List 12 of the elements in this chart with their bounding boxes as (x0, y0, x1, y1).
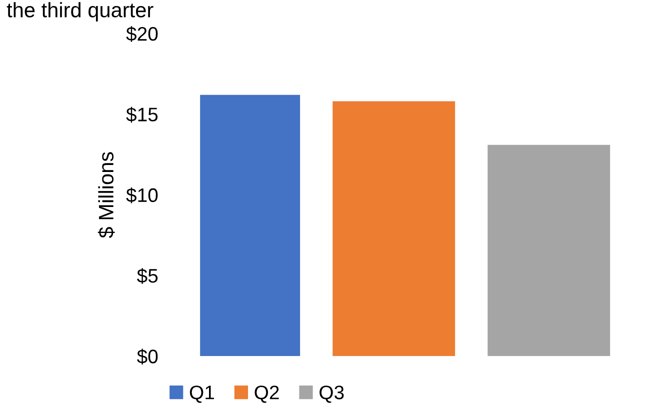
y-tick-label: $10 (126, 187, 158, 204)
bar (488, 144, 610, 356)
chart-title: the third quarter (6, 2, 154, 22)
bar (332, 101, 456, 356)
y-tick-label: $0 (136, 348, 158, 365)
y-tick-label: $15 (126, 106, 158, 123)
legend-label: Q2 (254, 386, 279, 403)
y-axis-title: $ Millions (98, 152, 115, 238)
legend-label: Q3 (320, 386, 344, 403)
legend-label: Q1 (190, 386, 214, 403)
y-tick-label: $5 (136, 268, 158, 284)
y-tick-label: $20 (126, 26, 158, 42)
